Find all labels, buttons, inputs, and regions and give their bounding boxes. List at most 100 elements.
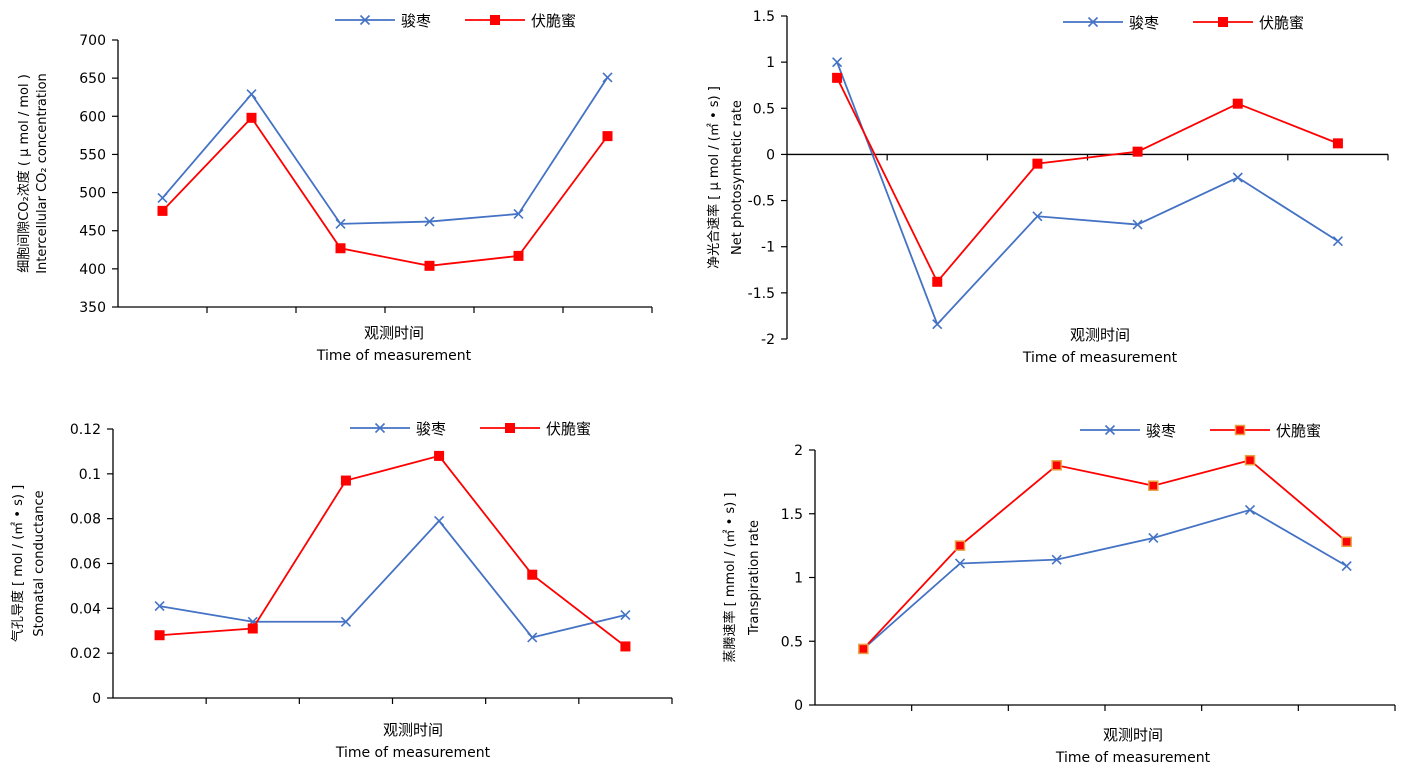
y-tick-label: 550 [79, 147, 106, 163]
data-point [1148, 532, 1159, 544]
data-point [1341, 536, 1352, 548]
data-point [1051, 554, 1062, 565]
data-point [340, 616, 351, 627]
legend-label: 伏脆蜜 [546, 420, 591, 438]
data-point [1244, 454, 1256, 466]
data-point [932, 319, 943, 330]
data-point [424, 216, 435, 227]
data-point [434, 450, 445, 461]
x-axis-label-en: Time of measurement [335, 745, 491, 761]
data-point [246, 112, 257, 123]
y-tick-label: 650 [79, 71, 106, 87]
x-axis-label-cn: 观测时间 [383, 721, 443, 739]
y-axis-label-cn: 净光合速率 [ μ mol / (㎡ • s) ] [706, 86, 722, 269]
y-tick-label: 0.06 [70, 557, 101, 573]
legend-marker [359, 14, 371, 26]
data-point [335, 243, 346, 254]
data-point [154, 601, 165, 612]
y-tick-label: 0.5 [781, 634, 803, 650]
y-tick-label: 600 [79, 109, 106, 125]
data-point [1341, 560, 1352, 572]
legend-entry-2: 伏脆蜜 [1193, 14, 1304, 32]
y-axis-label-en: Net photosynthetic rate [730, 100, 745, 255]
y-tick-label: 0.1 [79, 467, 101, 483]
y-tick-label: 700 [79, 33, 106, 49]
data-point [620, 641, 631, 652]
data-point [1132, 146, 1143, 157]
y-axis-label-en: Stomatal conductance [32, 490, 47, 636]
legend-label: 骏枣 [416, 420, 446, 438]
legend-marker [1087, 16, 1099, 28]
y-axis-label-en: Transpiration rate [747, 520, 762, 636]
data-point [340, 475, 351, 486]
data-point [527, 632, 538, 643]
data-point [154, 630, 165, 641]
data-point [1332, 236, 1343, 247]
legend-entry-2: 伏脆蜜 [465, 12, 576, 30]
data-point [1332, 138, 1343, 149]
series-line-2 [836, 77, 1339, 284]
x-axis-label-en: Time of measurement [316, 348, 472, 364]
legend-marker [1104, 424, 1116, 436]
legend-entry-1: 骏枣 [1063, 14, 1159, 32]
data-point [513, 208, 524, 219]
legend-label: 骏枣 [1129, 14, 1159, 32]
series-line-2 [159, 454, 626, 648]
data-point [932, 276, 943, 287]
legend-entry-1: 骏枣 [335, 12, 431, 30]
y-tick-label: 350 [79, 300, 106, 316]
legend-label: 伏脆蜜 [531, 12, 576, 30]
y-axis-label-en: Intercellular CO₂ concentration [35, 73, 50, 274]
data-point [1051, 460, 1062, 471]
y-axis-label-cn: 气孔导度 [ mol / (㎡ • s) ] [10, 485, 26, 642]
y-tick-label: 0.5 [753, 101, 775, 117]
data-point [157, 192, 168, 203]
data-point [513, 250, 524, 261]
legend-entry-2: 伏脆蜜 [480, 420, 591, 438]
y-tick-label: 1.5 [753, 9, 775, 25]
y-tick-label: 0 [794, 698, 803, 714]
y-tick-label: 0.12 [70, 422, 101, 438]
y-tick-label: 0.02 [70, 646, 101, 662]
y-tick-label: -1 [761, 240, 775, 256]
data-point [1132, 219, 1143, 230]
legend-marker [1218, 17, 1228, 27]
data-point [602, 131, 613, 142]
legend-label: 骏枣 [1146, 422, 1176, 440]
data-point [1032, 158, 1043, 169]
legend-entry-1: 骏枣 [350, 420, 446, 438]
data-point [832, 72, 843, 83]
y-axis-label-cn: 细胞间隙CO₂浓度 ( μ mol / mol ) [16, 74, 32, 273]
legend-entry-2: 伏脆蜜 [1210, 422, 1321, 440]
y-tick-label: 2 [794, 443, 803, 459]
x-axis-label-en: Time of measurement [1022, 350, 1178, 366]
data-point [1232, 98, 1243, 109]
legend-label: 伏脆蜜 [1276, 422, 1321, 440]
series-line-1 [836, 61, 1339, 326]
x-axis-label-cn: 观测时间 [364, 324, 424, 342]
data-point [1244, 504, 1256, 515]
data-point [335, 218, 346, 229]
x-axis-label-cn: 观测时间 [1070, 326, 1130, 344]
y-tick-label: 0 [766, 147, 775, 163]
x-axis-label-cn: 观测时间 [1103, 726, 1163, 744]
legend-entry-1: 骏枣 [1080, 422, 1176, 440]
legend-marker [1234, 424, 1246, 436]
y-tick-label: -2 [761, 332, 775, 348]
series-line-1 [161, 76, 609, 225]
y-tick-label: 0.04 [70, 601, 101, 617]
data-point [527, 569, 538, 580]
y-axis-label-cn: 蒸腾速率 [ mmol / (㎡ • s) ] [722, 493, 738, 663]
data-point [424, 260, 435, 271]
data-point [620, 609, 631, 621]
data-point [832, 57, 843, 68]
y-tick-label: 500 [79, 186, 106, 202]
data-point [602, 72, 613, 83]
series-line-2 [862, 459, 1348, 650]
data-point [246, 89, 257, 100]
y-tick-label: 1 [766, 55, 775, 71]
